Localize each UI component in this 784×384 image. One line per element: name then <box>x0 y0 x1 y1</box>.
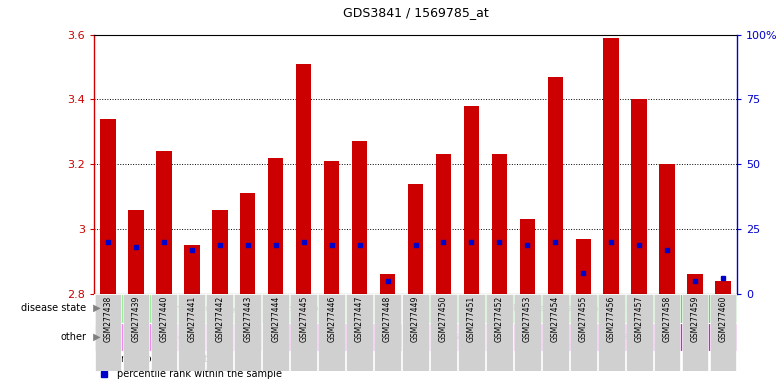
Text: GSM277442: GSM277442 <box>216 296 224 342</box>
Bar <box>688 274 702 294</box>
Bar <box>122 294 150 371</box>
Text: GSM277441: GSM277441 <box>187 296 197 342</box>
Bar <box>263 294 289 371</box>
Bar <box>597 294 625 371</box>
Bar <box>324 161 339 294</box>
Text: GSM277448: GSM277448 <box>383 296 392 342</box>
Text: GSM277451: GSM277451 <box>467 296 476 342</box>
Text: GSM277455: GSM277455 <box>579 296 588 343</box>
Text: GSM277452: GSM277452 <box>495 296 504 342</box>
Bar <box>374 294 401 371</box>
Text: GSM277438: GSM277438 <box>103 296 113 342</box>
Text: GSM277459: GSM277459 <box>691 296 699 343</box>
Bar <box>184 245 200 294</box>
Bar <box>94 294 401 323</box>
Bar <box>604 38 619 294</box>
Bar <box>547 77 563 294</box>
Bar <box>715 281 731 294</box>
Bar <box>486 294 513 371</box>
Bar <box>290 294 318 371</box>
Text: Lean: Lean <box>168 333 188 341</box>
Text: GDS3841 / 1569785_at: GDS3841 / 1569785_at <box>343 6 488 19</box>
Bar <box>514 294 541 371</box>
Text: GSM277457: GSM277457 <box>634 296 644 343</box>
Text: GSM277444: GSM277444 <box>271 296 280 343</box>
Text: GSM277454: GSM277454 <box>551 296 560 343</box>
Bar <box>156 151 172 294</box>
Text: Control, non-polycystic ovary syndrome: Control, non-polycystic ovary syndrome <box>164 304 332 313</box>
Text: Obese: Obese <box>612 333 639 341</box>
Bar <box>318 294 345 371</box>
Bar <box>408 184 423 294</box>
Text: GSM277443: GSM277443 <box>243 296 252 343</box>
Bar <box>570 294 597 371</box>
Bar <box>151 294 177 371</box>
Text: GSM277439: GSM277439 <box>132 296 140 343</box>
Bar <box>129 210 143 294</box>
Bar <box>514 323 737 351</box>
Bar <box>352 141 367 294</box>
Bar <box>492 154 507 294</box>
Bar <box>710 294 736 371</box>
Bar <box>347 294 373 371</box>
Bar <box>401 294 737 323</box>
Bar <box>575 239 591 294</box>
Text: GSM277445: GSM277445 <box>299 296 308 343</box>
Bar <box>401 323 514 351</box>
Text: GSM277440: GSM277440 <box>159 296 169 343</box>
Text: GSM277446: GSM277446 <box>327 296 336 343</box>
Text: GSM277460: GSM277460 <box>718 296 728 343</box>
Text: ▶: ▶ <box>90 332 101 342</box>
Bar <box>262 323 401 351</box>
Text: GSM277450: GSM277450 <box>439 296 448 343</box>
Bar <box>179 294 205 371</box>
Bar <box>659 164 675 294</box>
Bar <box>296 64 311 294</box>
Bar <box>654 294 681 371</box>
Bar <box>95 294 122 371</box>
Bar <box>402 294 429 371</box>
Text: GSM277449: GSM277449 <box>411 296 420 343</box>
Text: GSM277453: GSM277453 <box>523 296 532 343</box>
Text: Lean: Lean <box>448 333 467 341</box>
Bar <box>458 294 485 371</box>
Text: GSM277447: GSM277447 <box>355 296 364 343</box>
Text: other: other <box>60 332 86 342</box>
Bar <box>542 294 568 371</box>
Text: GSM277458: GSM277458 <box>662 296 672 342</box>
Bar <box>631 99 647 294</box>
Bar <box>240 193 256 294</box>
Text: Obese: Obese <box>318 333 345 341</box>
Text: percentile rank within the sample: percentile rank within the sample <box>117 369 281 379</box>
Bar <box>436 154 451 294</box>
Bar <box>268 158 284 294</box>
Bar <box>520 219 535 294</box>
Text: disease state: disease state <box>21 303 86 313</box>
Text: ▶: ▶ <box>90 303 101 313</box>
Bar <box>380 274 395 294</box>
Text: transformed count: transformed count <box>117 354 207 364</box>
Bar <box>626 294 652 371</box>
Bar <box>234 294 261 371</box>
Bar <box>212 210 227 294</box>
Text: GSM277456: GSM277456 <box>607 296 615 343</box>
Bar <box>206 294 234 371</box>
Text: Polycystic ovary syndrome: Polycystic ovary syndrome <box>513 304 626 313</box>
Bar <box>681 294 709 371</box>
Bar <box>463 106 479 294</box>
Bar <box>430 294 457 371</box>
Bar <box>94 323 262 351</box>
Bar <box>100 119 116 294</box>
